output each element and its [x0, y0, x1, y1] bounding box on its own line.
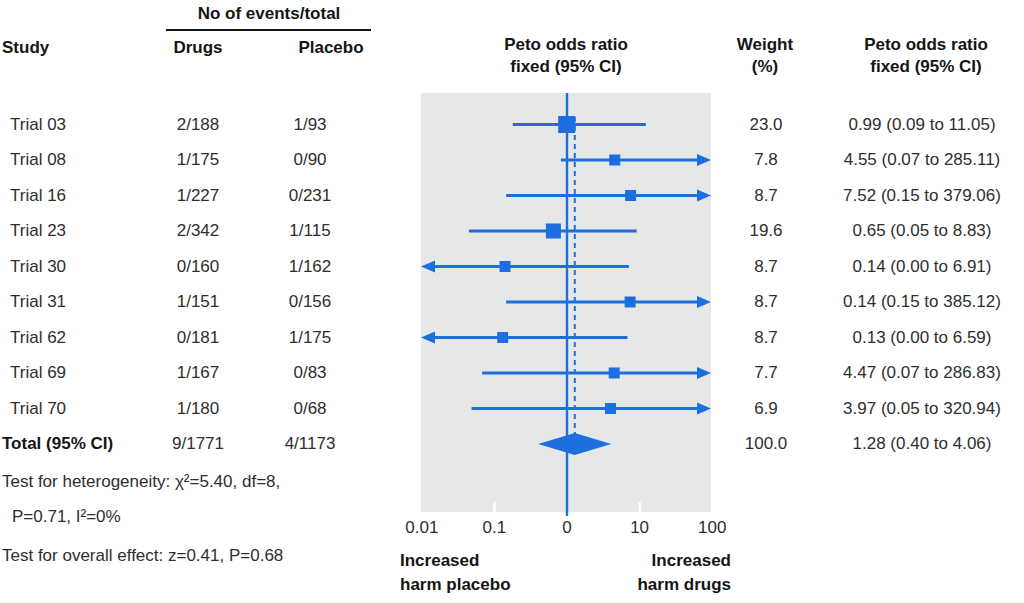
weight-cell: 8.7 — [716, 328, 816, 348]
harm-placebo-label: Increased harm placebo — [400, 549, 511, 597]
study-label: Trial 69 — [10, 363, 150, 383]
odds-ratio-ci-cell: 4.55 (0.07 to 285.11) — [812, 150, 1024, 170]
study-label: Trial 70 — [10, 399, 150, 419]
drugs-events-cell: 1/180 — [148, 399, 248, 419]
total-weight-cell: 100.0 — [716, 434, 816, 454]
point-estimate-marker — [625, 297, 636, 308]
study-label: Trial 31 — [10, 292, 150, 312]
weight-cell: 8.7 — [716, 186, 816, 206]
placebo-events-cell: 0/83 — [260, 363, 360, 383]
weight-cell: 6.9 — [716, 399, 816, 419]
weight-cell: 8.7 — [716, 292, 816, 312]
harm-drugs-label: Increased harm drugs — [571, 549, 731, 597]
odds-ratio-ci-cell: 3.97 (0.05 to 320.94) — [812, 399, 1024, 419]
placebo-events-cell: 1/162 — [260, 257, 360, 277]
drugs-events-cell: 0/181 — [148, 328, 248, 348]
study-label: Trial 23 — [10, 221, 150, 241]
point-estimate-marker — [609, 368, 620, 379]
weight-cell: 8.7 — [716, 257, 816, 277]
heterogeneity-test-line1: Test for heterogeneity: χ²=5.40, df=8, — [2, 472, 280, 492]
odds-ratio-ci-cell: 7.52 (0.15 to 379.06) — [812, 186, 1024, 206]
drugs-events-cell: 1/151 — [148, 292, 248, 312]
point-estimate-marker — [625, 190, 636, 201]
harm-drugs-line1: Increased — [571, 549, 731, 573]
point-estimate-marker — [609, 155, 620, 166]
harm-placebo-line1: Increased — [400, 549, 511, 573]
tick-notch-0-1 — [493, 502, 495, 512]
total-label: Total (95% CI) — [2, 434, 152, 454]
axis-tick-label: 0.01 — [392, 518, 452, 538]
study-label: Trial 62 — [10, 328, 150, 348]
harm-drugs-line2: harm drugs — [571, 573, 731, 597]
placebo-events-cell: 1/175 — [260, 328, 360, 348]
placebo-events-cell: 1/93 — [260, 115, 360, 135]
placebo-events-cell: 0/231 — [260, 186, 360, 206]
odds-ratio-ci-cell: 4.47 (0.07 to 286.83) — [812, 363, 1024, 383]
placebo-events-cell: 0/156 — [260, 292, 360, 312]
drugs-events-cell: 0/160 — [148, 257, 248, 277]
placebo-events-cell: 1/115 — [260, 221, 360, 241]
drugs-events-cell: 1/227 — [148, 186, 248, 206]
point-estimate-marker — [558, 116, 575, 133]
drugs-events-cell: 1/167 — [148, 363, 248, 383]
drugs-events-cell: 2/342 — [148, 221, 248, 241]
axis-tick-label: 0 — [537, 518, 597, 538]
odds-ratio-ci-cell: 0.99 (0.09 to 11.05) — [812, 115, 1024, 135]
heterogeneity-test-line2: P=0.71, I²=0% — [12, 507, 121, 527]
odds-ratio-ci-cell: 0.65 (0.05 to 8.83) — [812, 221, 1024, 241]
weight-cell: 19.6 — [716, 221, 816, 241]
overall-effect-test: Test for overall effect: z=0.41, P=0.68 — [2, 546, 283, 566]
odds-ratio-ci-cell: 0.14 (0.15 to 385.12) — [812, 292, 1024, 312]
drugs-events-cell: 1/175 — [148, 150, 248, 170]
study-label: Trial 08 — [10, 150, 150, 170]
odds-ratio-ci-cell: 0.13 (0.00 to 6.59) — [812, 328, 1024, 348]
weight-cell: 23.0 — [716, 115, 816, 135]
placebo-events-cell: 0/68 — [260, 399, 360, 419]
axis-tick-label: 0.1 — [464, 518, 524, 538]
odds-ratio-ci-cell: 0.14 (0.00 to 6.91) — [812, 257, 1024, 277]
study-label: Trial 03 — [10, 115, 150, 135]
harm-placebo-line2: harm placebo — [400, 573, 511, 597]
placebo-events-cell: 0/90 — [260, 150, 360, 170]
axis-tick-label: 100 — [682, 518, 742, 538]
point-estimate-marker — [605, 403, 616, 414]
tick-notch-10 — [639, 502, 641, 512]
forest-plot-figure: No of events/total Study Drugs Placebo P… — [0, 0, 1024, 603]
drugs-events-cell: 2/188 — [148, 115, 248, 135]
weight-cell: 7.8 — [716, 150, 816, 170]
total-placebo-events-cell: 4/1173 — [260, 434, 360, 454]
weight-cell: 7.7 — [716, 363, 816, 383]
point-estimate-marker — [497, 332, 508, 343]
total-drugs-events-cell: 9/1771 — [148, 434, 248, 454]
study-label: Trial 30 — [10, 257, 150, 277]
axis-tick-label: 10 — [610, 518, 670, 538]
study-label: Trial 16 — [10, 186, 150, 206]
total-odds-ratio-ci-cell: 1.28 (0.40 to 4.06) — [812, 434, 1024, 454]
point-estimate-marker — [546, 224, 561, 239]
point-estimate-marker — [500, 261, 511, 272]
